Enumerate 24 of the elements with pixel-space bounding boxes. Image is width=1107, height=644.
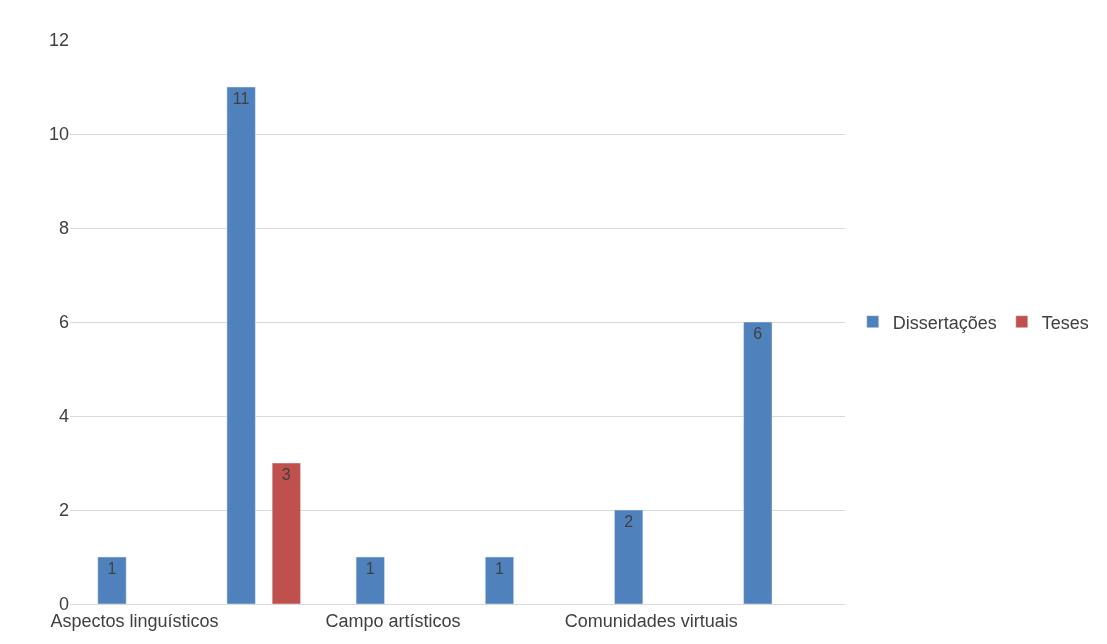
bar: [271, 462, 301, 604]
data-label: 1: [107, 560, 117, 577]
y-tick-label: 12: [48, 30, 69, 51]
bar: [614, 509, 644, 604]
y-tick-label: 8: [58, 218, 69, 239]
legend-label: Teses: [1041, 312, 1089, 333]
x-tick-label: Campo artísticos: [325, 610, 461, 631]
data-label: 3: [281, 466, 291, 483]
bar: [97, 556, 127, 604]
data-label: 1: [365, 560, 375, 577]
bar: [485, 556, 514, 604]
y-tick-label: 10: [48, 124, 69, 145]
data-label: 1: [494, 560, 504, 577]
data-label: 11: [232, 90, 250, 107]
y-tick-label: 4: [58, 406, 69, 427]
y-tick-label: 6: [58, 312, 69, 333]
bar: [743, 321, 773, 604]
bar: [226, 86, 256, 604]
data-label: 6: [753, 325, 763, 342]
legend-label: Dissertações: [892, 312, 997, 333]
bar: [355, 556, 385, 604]
x-tick-label: Comunidades virtuais: [564, 610, 738, 631]
y-tick-label: 2: [58, 500, 69, 521]
data-label: 2: [624, 513, 634, 530]
